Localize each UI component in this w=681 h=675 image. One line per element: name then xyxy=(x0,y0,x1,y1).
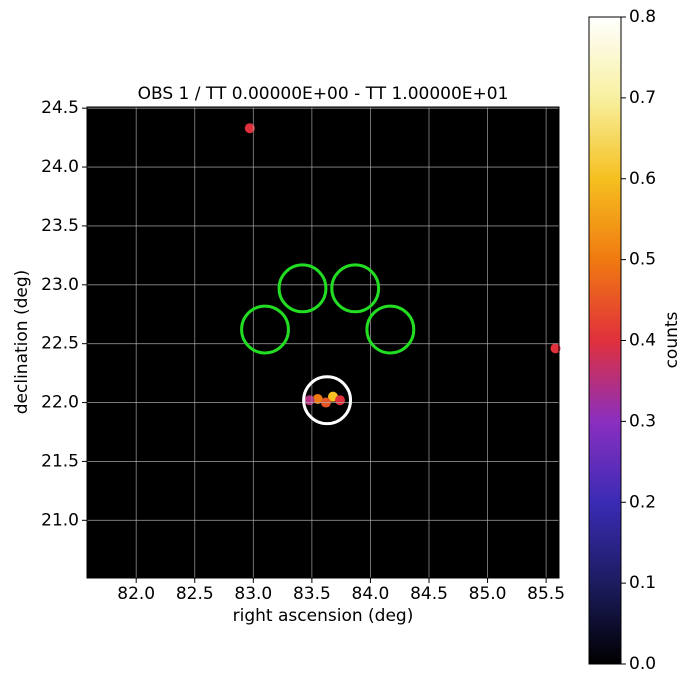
colorbar-tick-label: 0.7 xyxy=(629,88,656,108)
x-axis-label: right ascension (deg) xyxy=(233,606,414,626)
y-tick-label: 23.5 xyxy=(41,216,79,236)
colorbar-tick-label: 0.2 xyxy=(629,492,656,512)
colorbar-tick-label: 0.1 xyxy=(629,573,656,593)
y-tick-label: 21.5 xyxy=(41,451,79,471)
page: OBS 1 / TT 0.00000E+00 - TT 1.00000E+01 … xyxy=(0,0,681,675)
x-tick-label: 85.5 xyxy=(527,584,565,604)
x-tick-label: 85.0 xyxy=(469,584,507,604)
y-tick-label: 24.5 xyxy=(41,98,79,118)
y-tick-label: 24.0 xyxy=(41,157,79,177)
image-background xyxy=(87,107,559,578)
y-tick-label: 23.0 xyxy=(41,275,79,295)
x-tick-label: 83.0 xyxy=(234,584,272,604)
x-tick-label: 84.5 xyxy=(410,584,448,604)
colorbar-tick-label: 0.6 xyxy=(629,169,656,189)
chart: OBS 1 / TT 0.00000E+00 - TT 1.00000E+01 … xyxy=(0,0,681,675)
colorbar-label: counts xyxy=(662,311,681,368)
hotspot xyxy=(305,395,315,405)
colorbar-tick-label: 0.3 xyxy=(629,411,656,431)
colorbar-tick-label: 0.5 xyxy=(629,250,656,270)
colorbar-tick-label: 0.4 xyxy=(629,331,656,351)
x-tick-label: 82.5 xyxy=(176,584,214,604)
x-tick-label: 83.5 xyxy=(293,584,331,604)
colorbar xyxy=(589,17,621,664)
colorbar-tick-label: 0.8 xyxy=(629,7,656,27)
y-tick-label: 21.0 xyxy=(41,510,79,530)
y-tick-label: 22.5 xyxy=(41,334,79,354)
y-axis-label: declination (deg) xyxy=(12,270,32,415)
colorbar-tick-label: 0.0 xyxy=(629,654,656,674)
x-tick-label: 82.0 xyxy=(117,584,155,604)
x-tick-label: 84.0 xyxy=(352,584,390,604)
y-tick-label: 22.0 xyxy=(41,393,79,413)
hotspot xyxy=(335,395,345,405)
chart-title: OBS 1 / TT 0.00000E+00 - TT 1.00000E+01 xyxy=(138,84,509,104)
